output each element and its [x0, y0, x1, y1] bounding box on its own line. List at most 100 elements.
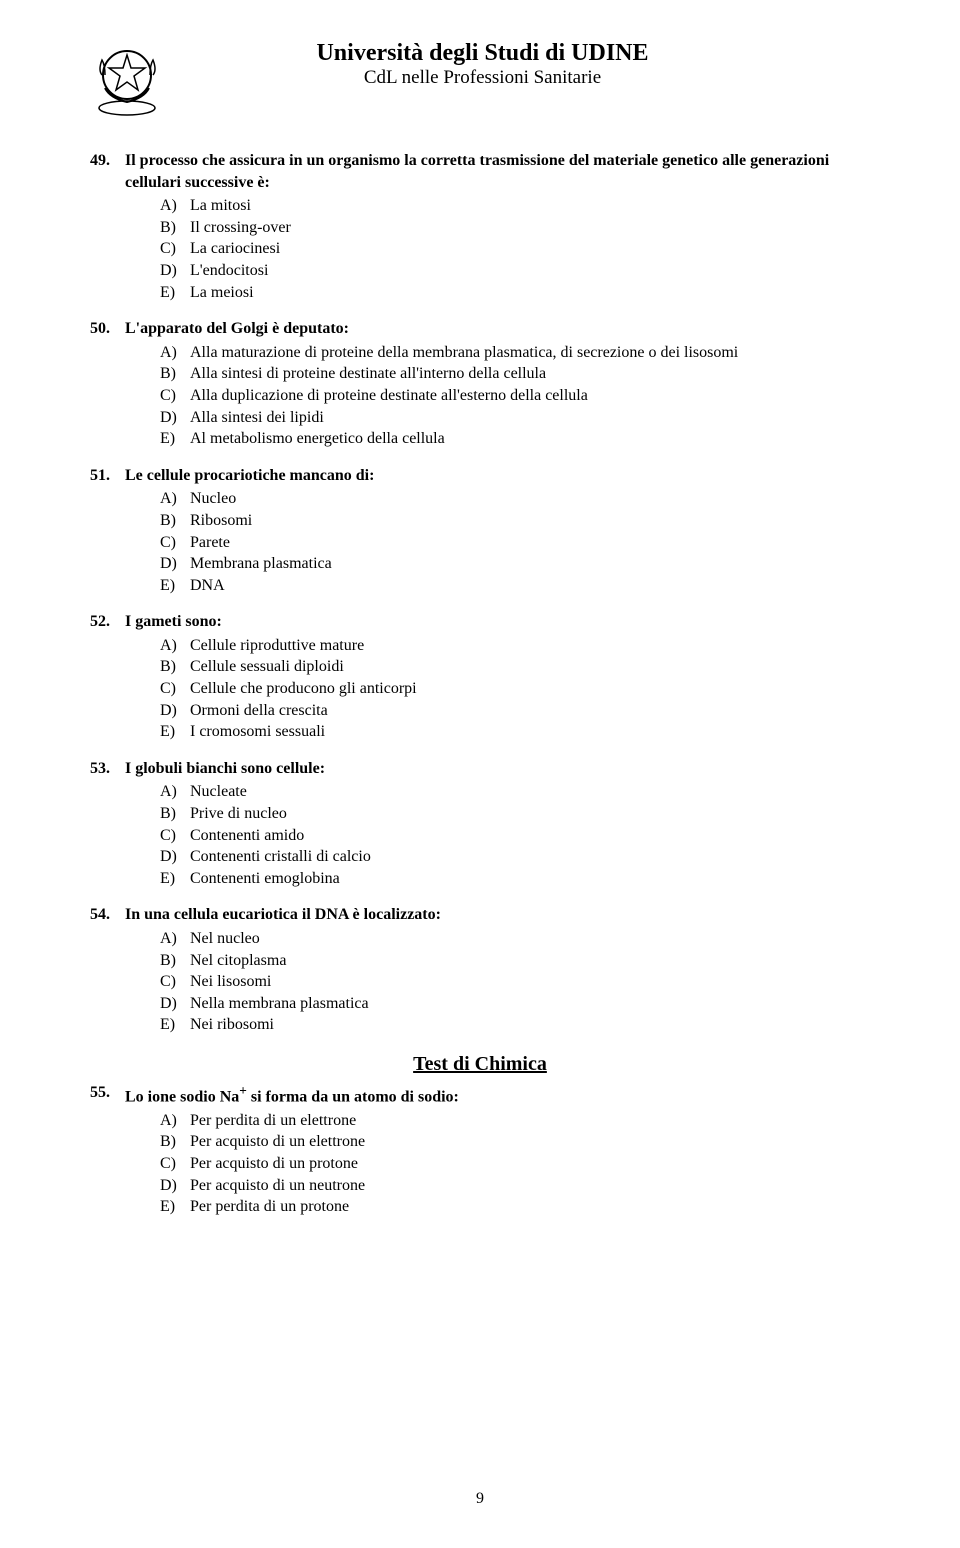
answer-b: B)Per acquisto di un elettrone: [160, 1131, 870, 1153]
answer-letter: C): [160, 532, 190, 554]
question-51: 51. Le cellule procariotiche mancano di:…: [90, 465, 870, 597]
answer-c: C)Cellule che producono gli anticorpi: [160, 678, 870, 700]
answer-text: Alla maturazione di proteine della membr…: [190, 342, 870, 364]
answer-a: A)Nel nucleo: [160, 928, 870, 950]
answer-b: B)Alla sintesi di proteine destinate all…: [160, 363, 870, 385]
answer-d: D)Per acquisto di un neutrone: [160, 1175, 870, 1197]
answer-letter: E): [160, 721, 190, 743]
answer-a: A)Nucleo: [160, 488, 870, 510]
answer-a: A)Alla maturazione di proteine della mem…: [160, 342, 870, 364]
question-number: 50.: [90, 318, 125, 340]
answer-letter: A): [160, 488, 190, 510]
answer-letter: D): [160, 700, 190, 722]
answer-text: Per acquisto di un elettrone: [190, 1131, 870, 1153]
answer-text: Per perdita di un protone: [190, 1196, 870, 1218]
question-number: 52.: [90, 611, 125, 633]
answer-a: A)Cellule riproduttive mature: [160, 635, 870, 657]
question-number: 53.: [90, 758, 125, 780]
answer-letter: A): [160, 195, 190, 217]
answer-e: E)Contenenti emoglobina: [160, 868, 870, 890]
page-number: 9: [0, 1490, 960, 1508]
question-body: Lo ione sodio Na+ si forma da un atomo d…: [125, 1082, 870, 1108]
answer-text: DNA: [190, 575, 870, 597]
answer-c: C)Per acquisto di un protone: [160, 1153, 870, 1175]
answer-c: C)Nei lisosomi: [160, 971, 870, 993]
answer-letter: C): [160, 385, 190, 407]
question-54: 54. In una cellula eucariotica il DNA è …: [90, 904, 870, 1036]
question-body: I globuli bianchi sono cellule:: [125, 758, 870, 780]
answers: A)Nel nucleo B)Nel citoplasma C)Nei liso…: [160, 928, 870, 1036]
answer-d: D)Membrana plasmatica: [160, 553, 870, 575]
answer-text: Il crossing-over: [190, 217, 870, 239]
answer-text: Membrana plasmatica: [190, 553, 870, 575]
answer-letter: B): [160, 363, 190, 385]
italian-emblem-icon: [90, 40, 165, 120]
answer-letter: B): [160, 950, 190, 972]
answer-letter: D): [160, 553, 190, 575]
answer-letter: D): [160, 1175, 190, 1197]
answer-letter: C): [160, 1153, 190, 1175]
answer-e: E)La meiosi: [160, 282, 870, 304]
answer-letter: C): [160, 971, 190, 993]
answer-b: B)Prive di nucleo: [160, 803, 870, 825]
answer-letter: B): [160, 803, 190, 825]
answer-d: D)Nella membrana plasmatica: [160, 993, 870, 1015]
question-55: 55. Lo ione sodio Na+ si forma da un ato…: [90, 1082, 870, 1218]
answer-letter: C): [160, 238, 190, 260]
answer-text: I cromosomi sessuali: [190, 721, 870, 743]
answer-a: A)Nucleate: [160, 781, 870, 803]
answer-text: Nei lisosomi: [190, 971, 870, 993]
answer-text: Contenenti cristalli di calcio: [190, 846, 870, 868]
question-text: 55. Lo ione sodio Na+ si forma da un ato…: [90, 1082, 870, 1108]
answer-a: A)La mitosi: [160, 195, 870, 217]
answer-text: Cellule che producono gli anticorpi: [190, 678, 870, 700]
answer-a: A)Per perdita di un elettrone: [160, 1110, 870, 1132]
question-number: 49.: [90, 150, 125, 193]
question-49: 49. Il processo che assicura in un organ…: [90, 150, 870, 303]
answer-text: Nel nucleo: [190, 928, 870, 950]
answer-text: Ormoni della crescita: [190, 700, 870, 722]
answer-c: C)Parete: [160, 532, 870, 554]
answers: A)Nucleo B)Ribosomi C)Parete D)Membrana …: [160, 488, 870, 596]
section-title: Test di Chimica: [90, 1051, 870, 1078]
answer-b: B)Ribosomi: [160, 510, 870, 532]
answer-text: La mitosi: [190, 195, 870, 217]
header-text: Università degli Studi di UDINE CdL nell…: [185, 40, 870, 89]
question-text: 49. Il processo che assicura in un organ…: [90, 150, 870, 193]
answer-text: Per acquisto di un neutrone: [190, 1175, 870, 1197]
answer-d: D)Alla sintesi dei lipidi: [160, 407, 870, 429]
answer-text: Alla sintesi dei lipidi: [190, 407, 870, 429]
answer-letter: A): [160, 1110, 190, 1132]
answer-letter: C): [160, 678, 190, 700]
question-text: 51. Le cellule procariotiche mancano di:: [90, 465, 870, 487]
question-number: 54.: [90, 904, 125, 926]
answer-text: Alla sintesi di proteine destinate all'i…: [190, 363, 870, 385]
answer-c: C)La cariocinesi: [160, 238, 870, 260]
answer-e: E)Al metabolismo energetico della cellul…: [160, 428, 870, 450]
answer-c: C)Alla duplicazione di proteine destinat…: [160, 385, 870, 407]
answer-text: Per perdita di un elettrone: [190, 1110, 870, 1132]
answer-letter: B): [160, 656, 190, 678]
question-body: L'apparato del Golgi è deputato:: [125, 318, 870, 340]
answer-letter: D): [160, 407, 190, 429]
answer-e: E)I cromosomi sessuali: [160, 721, 870, 743]
answer-letter: E): [160, 868, 190, 890]
question-number: 51.: [90, 465, 125, 487]
answer-text: La cariocinesi: [190, 238, 870, 260]
answer-c: C)Contenenti amido: [160, 825, 870, 847]
question-body: Le cellule procariotiche mancano di:: [125, 465, 870, 487]
answer-text: Nucleo: [190, 488, 870, 510]
question-text: 54. In una cellula eucariotica il DNA è …: [90, 904, 870, 926]
answer-text: L'endocitosi: [190, 260, 870, 282]
answer-text: Ribosomi: [190, 510, 870, 532]
answer-letter: D): [160, 260, 190, 282]
answer-letter: B): [160, 217, 190, 239]
answer-letter: C): [160, 825, 190, 847]
answer-e: E)DNA: [160, 575, 870, 597]
answer-letter: E): [160, 1196, 190, 1218]
answer-letter: E): [160, 428, 190, 450]
answer-text: Nella membrana plasmatica: [190, 993, 870, 1015]
answer-letter: D): [160, 993, 190, 1015]
question-body: Il processo che assicura in un organismo…: [125, 150, 870, 193]
answers: A)Alla maturazione di proteine della mem…: [160, 342, 870, 450]
